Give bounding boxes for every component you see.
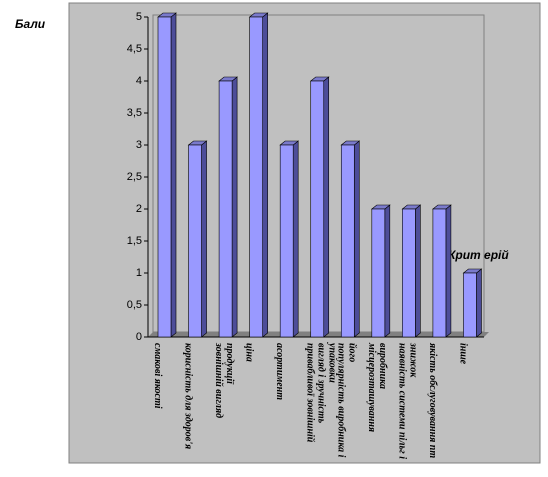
x-tick-label: корисність для здоров'я bbox=[182, 343, 194, 450]
x-tick-label: якість обслуговування пт bbox=[426, 343, 438, 459]
bar bbox=[310, 80, 325, 338]
x-tick-label: зовнішній вигляд продукції bbox=[213, 343, 236, 419]
bar bbox=[463, 272, 477, 338]
bar-side bbox=[353, 140, 360, 338]
bar-side bbox=[262, 12, 268, 338]
bar bbox=[371, 208, 386, 338]
y-tick-label: 0 bbox=[136, 331, 142, 343]
bar bbox=[279, 144, 294, 338]
bar-side bbox=[323, 76, 330, 338]
bar bbox=[432, 208, 447, 338]
bar-side bbox=[476, 268, 482, 338]
x-tick-label: асортимент bbox=[274, 343, 286, 401]
y-tick-label: 0,5 bbox=[127, 299, 142, 311]
bar-side bbox=[415, 204, 421, 338]
y-tick-label: 5 bbox=[136, 11, 142, 23]
y-tick-label: 1 bbox=[136, 267, 142, 279]
bar bbox=[188, 144, 202, 338]
y-tick-label: 2,5 bbox=[127, 171, 142, 183]
bar bbox=[249, 16, 263, 338]
bar bbox=[218, 80, 233, 338]
bar bbox=[157, 16, 172, 338]
y-tick-label: 3,5 bbox=[127, 107, 142, 119]
y-tick-label: 1,5 bbox=[127, 235, 142, 247]
x-tick-label: смакові якості bbox=[152, 343, 163, 409]
y-tick-label: 2 bbox=[136, 203, 142, 215]
x-tick-label: привабливої зовнішній вигляд і зручність… bbox=[304, 343, 338, 443]
bar bbox=[402, 208, 416, 338]
bar-side bbox=[170, 12, 177, 338]
y-axis-label: Бали bbox=[15, 17, 46, 31]
x-tick-label: наявність системи пільг і знижок bbox=[396, 343, 419, 459]
y-tick-label: 4,5 bbox=[127, 43, 142, 55]
bar-side bbox=[445, 204, 452, 338]
x-tick-label: інше bbox=[457, 343, 469, 365]
bar-side bbox=[384, 204, 391, 338]
x-tick-label: ціна bbox=[243, 343, 255, 362]
bar bbox=[340, 144, 355, 338]
y-tick-label: 3 bbox=[136, 139, 142, 151]
x-tick-label: місцерозташування виробника bbox=[365, 343, 388, 433]
y-tick-label: 4 bbox=[136, 75, 142, 87]
bar-side bbox=[201, 140, 207, 338]
x-tick-label: популярність виробника і його bbox=[335, 343, 358, 458]
bar-side bbox=[292, 140, 299, 338]
bar-side bbox=[231, 76, 238, 338]
x-axis-label: Крит ерій bbox=[448, 248, 509, 262]
